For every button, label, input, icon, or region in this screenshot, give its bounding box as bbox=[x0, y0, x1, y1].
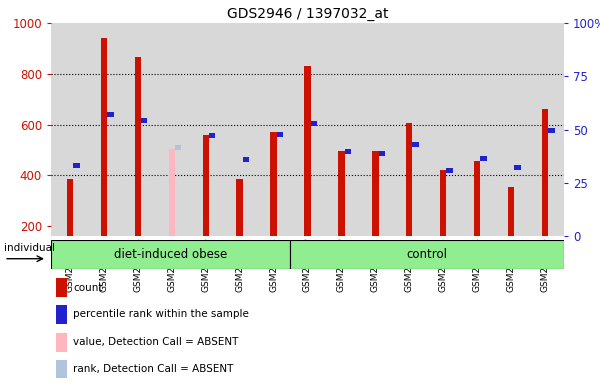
Bar bbox=[406, 123, 412, 236]
Bar bbox=[508, 187, 514, 236]
Bar bbox=[548, 128, 555, 133]
Bar bbox=[338, 151, 344, 236]
Bar bbox=[514, 165, 521, 170]
Bar bbox=[373, 151, 379, 236]
Bar bbox=[56, 359, 67, 379]
Bar bbox=[440, 170, 446, 236]
Bar bbox=[446, 168, 453, 173]
Bar bbox=[209, 133, 215, 139]
Text: individual: individual bbox=[4, 243, 55, 253]
Text: value, Detection Call = ABSENT: value, Detection Call = ABSENT bbox=[73, 337, 239, 347]
Bar bbox=[169, 149, 175, 236]
Bar bbox=[412, 142, 419, 147]
Text: diet-induced obese: diet-induced obese bbox=[114, 248, 227, 261]
Bar bbox=[277, 132, 283, 137]
Bar bbox=[140, 118, 148, 123]
Bar bbox=[67, 179, 73, 236]
Bar bbox=[242, 157, 250, 162]
Bar bbox=[51, 240, 290, 269]
Bar bbox=[311, 121, 317, 126]
Text: count: count bbox=[73, 283, 103, 293]
Bar bbox=[175, 145, 181, 150]
Text: rank, Detection Call = ABSENT: rank, Detection Call = ABSENT bbox=[73, 364, 234, 374]
Bar bbox=[134, 56, 140, 236]
Bar bbox=[56, 278, 67, 297]
Title: GDS2946 / 1397032_at: GDS2946 / 1397032_at bbox=[227, 7, 388, 21]
Bar bbox=[203, 135, 209, 236]
Bar bbox=[271, 132, 277, 236]
Bar bbox=[236, 179, 242, 236]
Bar bbox=[481, 156, 487, 161]
Bar bbox=[290, 240, 564, 269]
Bar bbox=[56, 333, 67, 352]
Bar bbox=[475, 161, 481, 236]
Bar bbox=[56, 305, 67, 324]
Bar bbox=[344, 149, 352, 154]
Text: control: control bbox=[407, 248, 448, 261]
Bar bbox=[107, 112, 113, 117]
Bar bbox=[379, 151, 385, 156]
Bar bbox=[304, 66, 311, 236]
Bar bbox=[101, 38, 107, 236]
Bar bbox=[73, 163, 80, 169]
Bar bbox=[542, 109, 548, 236]
Text: percentile rank within the sample: percentile rank within the sample bbox=[73, 310, 249, 319]
